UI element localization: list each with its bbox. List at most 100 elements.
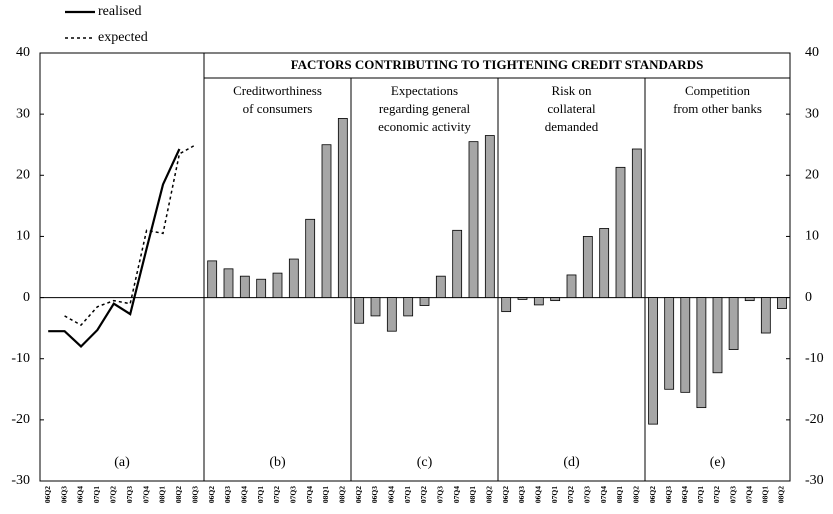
y2-tick-label: -20 <box>805 412 824 427</box>
panel-label: (b) <box>269 455 286 470</box>
x-tick-label: 07Q2 <box>419 486 428 503</box>
y2-tick-label: -30 <box>805 473 824 488</box>
legend-label: realised <box>98 4 142 19</box>
panel-subtitle: Expectations <box>391 83 458 98</box>
bar <box>239 275 250 298</box>
plot-frame <box>39 52 791 482</box>
x-tick-label: 08Q1 <box>615 486 624 503</box>
banner-title: FACTORS CONTRIBUTING TO TIGHTENING CREDI… <box>291 57 704 72</box>
y-tick-label: 40 <box>16 45 30 60</box>
bar <box>223 268 234 298</box>
bar <box>484 135 495 298</box>
x-tick-label: 07Q4 <box>452 486 461 503</box>
bar <box>582 236 593 298</box>
bar <box>403 297 414 317</box>
bar <box>419 297 430 306</box>
bar <box>354 297 365 324</box>
x-tick-label: 06Q3 <box>223 486 232 503</box>
bar <box>744 297 755 302</box>
x-tick-label: 06Q3 <box>664 486 673 503</box>
x-tick-label: 08Q1 <box>761 486 770 503</box>
bar <box>207 260 218 298</box>
x-tick-label: 07Q1 <box>256 486 265 503</box>
x-tick-label: 08Q2 <box>632 486 641 503</box>
y2-tick-label: 20 <box>805 168 819 183</box>
panel-subtitle: regarding general <box>379 101 471 116</box>
y-tick-label: 10 <box>16 229 30 244</box>
bar <box>680 297 691 393</box>
y-tick-label: -10 <box>11 351 30 366</box>
x-tick-label: 07Q1 <box>403 486 412 503</box>
bar <box>305 218 316 298</box>
x-tick-label: 06Q4 <box>240 486 249 503</box>
x-tick-label: 08Q3 <box>191 486 200 503</box>
panel-label: (d) <box>563 455 580 470</box>
x-tick-label: 08Q1 <box>468 486 477 503</box>
y2-tick-label: -10 <box>805 351 824 366</box>
x-tick-label: 06Q3 <box>59 486 68 503</box>
x-tick-label: 07Q3 <box>289 486 298 503</box>
panel-subtitle: from other banks <box>673 101 762 116</box>
panel-label: (e) <box>710 455 726 470</box>
x-tick-label: 06Q2 <box>207 486 216 503</box>
panel-subtitle: demanded <box>545 119 599 134</box>
bar <box>631 148 642 298</box>
bar <box>777 297 787 309</box>
y-tick-label: -20 <box>11 412 30 427</box>
y-tick-label: 20 <box>16 168 30 183</box>
x-tick-label: 07Q1 <box>92 486 101 503</box>
legend-label: expected <box>98 30 148 45</box>
x-tick-label: 08Q2 <box>338 486 347 503</box>
x-tick-label: 06Q4 <box>76 486 85 503</box>
x-tick-label: 06Q4 <box>387 486 396 503</box>
bar <box>321 144 332 298</box>
bar <box>337 118 348 298</box>
y-tick-label: -30 <box>11 473 30 488</box>
x-tick-label: 07Q2 <box>109 486 118 503</box>
bar <box>760 297 771 334</box>
bar <box>728 297 739 350</box>
bar <box>501 297 512 313</box>
panel-subtitle: economic activity <box>378 119 471 134</box>
line-series <box>64 144 197 327</box>
bar <box>615 166 626 298</box>
panel-subtitle: Competition <box>685 83 751 98</box>
x-tick-label: 07Q4 <box>744 486 753 503</box>
x-tick-label: 08Q2 <box>485 486 494 503</box>
x-tick-label: 07Q2 <box>272 486 281 503</box>
y2-tick-label: 10 <box>805 229 819 244</box>
x-tick-label: 06Q4 <box>534 486 543 503</box>
x-tick-label: 07Q4 <box>599 486 608 503</box>
y-tick-label: 30 <box>16 106 30 121</box>
x-tick-label: 07Q4 <box>141 486 150 503</box>
y2-tick-label: 40 <box>805 45 819 60</box>
bar <box>370 297 381 317</box>
x-tick-label: 07Q4 <box>305 486 314 503</box>
panel-label: (c) <box>417 455 433 470</box>
x-tick-label: 07Q1 <box>550 486 559 503</box>
x-tick-label: 06Q2 <box>43 486 52 503</box>
bar <box>517 297 528 300</box>
x-tick-label: 07Q1 <box>696 486 705 503</box>
bar <box>566 274 577 298</box>
x-tick-label: 06Q2 <box>354 486 363 503</box>
y2-tick-label: 0 <box>805 290 812 305</box>
x-tick-label: 07Q3 <box>583 486 592 503</box>
bar <box>272 272 283 298</box>
bar <box>599 228 610 298</box>
bar <box>550 297 561 302</box>
x-tick-label: 08Q2 <box>174 486 183 503</box>
panel-subtitle: of consumers <box>243 101 313 116</box>
bar <box>288 258 299 298</box>
x-tick-label: 07Q3 <box>728 486 737 503</box>
x-tick-label: 06Q3 <box>370 486 379 503</box>
bar <box>468 141 479 298</box>
x-tick-label: 07Q2 <box>712 486 721 503</box>
x-tick-label: 07Q3 <box>125 486 134 503</box>
x-tick-label: 07Q2 <box>566 486 575 503</box>
bar <box>712 297 723 374</box>
panel-subtitle: collateral <box>547 101 596 116</box>
x-tick-label: 06Q3 <box>517 486 526 503</box>
